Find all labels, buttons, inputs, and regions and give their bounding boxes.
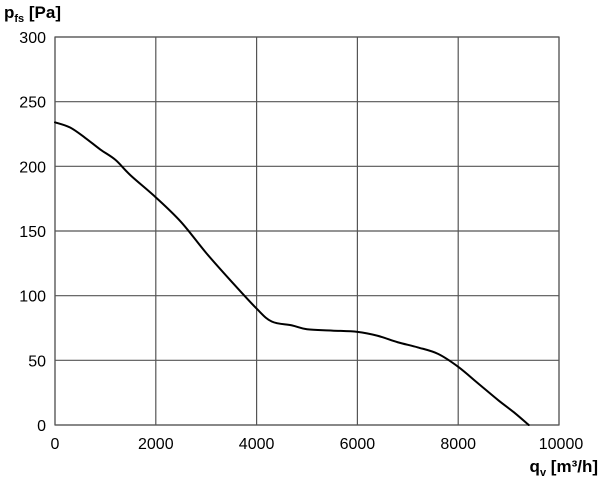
x-tick-label-2: 4000: [239, 436, 275, 453]
y-tick-labels: 0 50 100 150 200 250 300: [19, 30, 46, 435]
y-tick-label-2: 100: [19, 289, 46, 306]
y-tick-label-1: 50: [28, 353, 46, 370]
x-axis-title-main: q: [530, 457, 540, 476]
x-axis-title-unit: [m³/h]: [546, 457, 598, 476]
x-tick-label-0: 0: [51, 436, 60, 453]
x-axis-title-sub: v: [540, 467, 547, 479]
x-tick-label-3: 6000: [340, 436, 376, 453]
x-tick-label-4: 8000: [440, 436, 476, 453]
y-tick-label-6: 300: [19, 30, 46, 47]
chart-grid: [54, 36, 560, 426]
x-tick-label-5: 10000: [539, 436, 584, 453]
y-tick-label-4: 200: [19, 159, 46, 176]
y-tick-label-0: 0: [37, 418, 46, 435]
x-tick-label-1: 2000: [138, 436, 174, 453]
y-axis-title-sub: fs: [14, 13, 24, 25]
y-axis-title-main: p: [4, 3, 14, 22]
series-line-0: [54, 121, 530, 426]
plot-frame: [54, 36, 560, 426]
y-tick-label-5: 250: [19, 95, 46, 112]
series-layer: [54, 121, 530, 426]
x-tick-labels: 0 2000 4000 6000 8000 10000: [51, 436, 584, 453]
x-axis-title: qv [m³/h]: [530, 457, 598, 479]
y-axis-title-unit: [Pa]: [24, 3, 61, 22]
y-tick-label-3: 150: [19, 224, 46, 241]
y-axis-title: pfs [Pa]: [4, 3, 61, 25]
